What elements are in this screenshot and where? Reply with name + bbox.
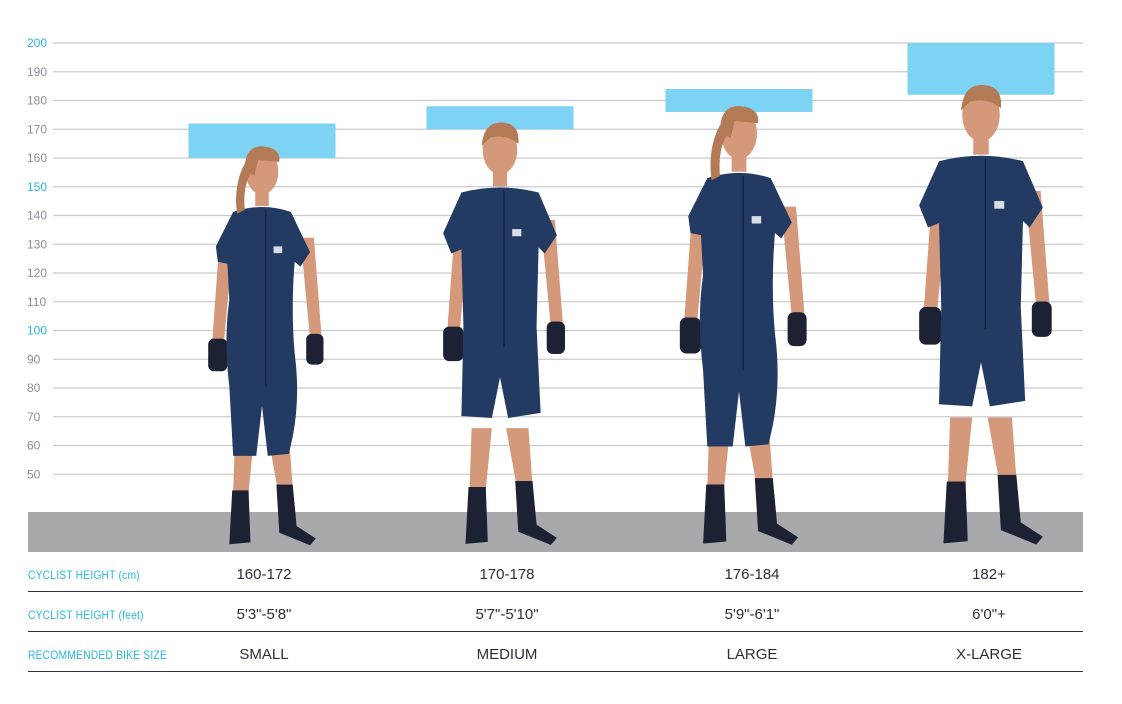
floor-band bbox=[28, 512, 1083, 552]
y-tick-label: 180 bbox=[27, 94, 47, 108]
table-cell: MEDIUM bbox=[476, 646, 538, 663]
table-cell: 170-178 bbox=[479, 566, 535, 583]
table-cell: SMALL bbox=[239, 646, 289, 663]
table-row-bike-size: RECOMMENDED BIKE SIZE SMALL MEDIUM LARGE… bbox=[28, 632, 1083, 672]
row-label: CYCLIST HEIGHT (feet) bbox=[28, 608, 144, 622]
height-range-bar bbox=[665, 89, 813, 112]
female-cyclist-figure bbox=[679, 106, 807, 545]
height-range-bar bbox=[426, 106, 574, 130]
y-tick-label: 160 bbox=[27, 151, 47, 165]
row-label: RECOMMENDED BIKE SIZE bbox=[28, 648, 167, 662]
table-cell: 160-172 bbox=[236, 566, 292, 583]
y-tick-label: 90 bbox=[27, 352, 41, 366]
y-tick-label: 150 bbox=[27, 180, 47, 194]
table-cell: LARGE bbox=[726, 646, 778, 663]
row-divider bbox=[28, 670, 1083, 672]
y-tick-label: 130 bbox=[27, 237, 47, 251]
y-tick-label: 70 bbox=[27, 410, 41, 424]
table-cell: 5'7"-5'10" bbox=[475, 606, 539, 623]
row-divider bbox=[28, 590, 1083, 592]
table-cell: 182+ bbox=[972, 566, 1006, 583]
y-tick-label: 170 bbox=[27, 122, 47, 136]
table-row-height-feet: CYCLIST HEIGHT (feet) 5'3"-5'8" 5'7"-5'1… bbox=[28, 592, 1083, 632]
y-tick-label: 50 bbox=[27, 467, 41, 481]
y-tick-label: 60 bbox=[27, 439, 41, 453]
table-cell: X-LARGE bbox=[956, 646, 1022, 663]
table-cell: 6'0"+ bbox=[972, 606, 1006, 623]
row-divider bbox=[28, 630, 1083, 632]
male-cyclist-figure bbox=[919, 84, 1052, 545]
female-cyclist-figure bbox=[208, 146, 324, 546]
y-tick-label: 190 bbox=[27, 65, 47, 79]
table-cell: 5'9"-6'1" bbox=[724, 606, 780, 623]
y-tick-label: 100 bbox=[27, 324, 47, 338]
y-tick-label: 200 bbox=[27, 36, 47, 50]
male-cyclist-figure bbox=[443, 122, 565, 545]
table-row-height-cm: CYCLIST HEIGHT (cm) 160-172 170-178 176-… bbox=[28, 552, 1083, 592]
y-tick-label: 80 bbox=[27, 381, 41, 395]
row-label: CYCLIST HEIGHT (cm) bbox=[28, 568, 140, 582]
y-tick-label: 110 bbox=[27, 295, 46, 309]
table-cell: 5'3"-5'8" bbox=[236, 606, 292, 623]
table-cell: 176-184 bbox=[724, 566, 780, 583]
y-tick-label: 120 bbox=[27, 266, 47, 280]
y-tick-label: 140 bbox=[27, 209, 47, 223]
